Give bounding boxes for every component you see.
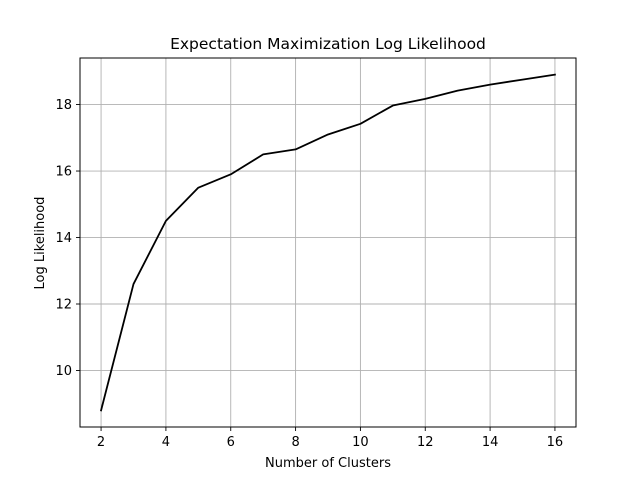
series-lines — [99, 73, 556, 412]
chart-title: Expectation Maximization Log Likelihood — [170, 35, 486, 53]
axis-ticks: 2 4 6 8 10 12 14 16 10 12 14 16 18 — [55, 98, 563, 450]
y-tick-label: 14 — [55, 231, 72, 246]
x-tick-label: 16 — [547, 435, 564, 450]
x-tick-label: 8 — [291, 435, 299, 450]
x-tick-label: 4 — [162, 435, 170, 450]
y-tick-label: 10 — [55, 364, 72, 379]
y-tick-label: 18 — [55, 98, 72, 113]
x-tick-label: 14 — [482, 435, 499, 450]
grid-lines — [80, 58, 576, 427]
series-line — [99, 73, 556, 412]
x-tick-label: 2 — [97, 435, 105, 450]
y-axis-label: Log Likelihood — [33, 197, 48, 290]
y-tick-label: 16 — [55, 165, 72, 180]
y-tick-label: 12 — [55, 298, 72, 313]
x-tick-label: 10 — [352, 435, 369, 450]
x-tick-label: 6 — [227, 435, 235, 450]
x-axis-label: Number of Clusters — [265, 456, 391, 471]
plot-area-frame — [79, 57, 577, 428]
x-tick-label: 12 — [417, 435, 434, 450]
